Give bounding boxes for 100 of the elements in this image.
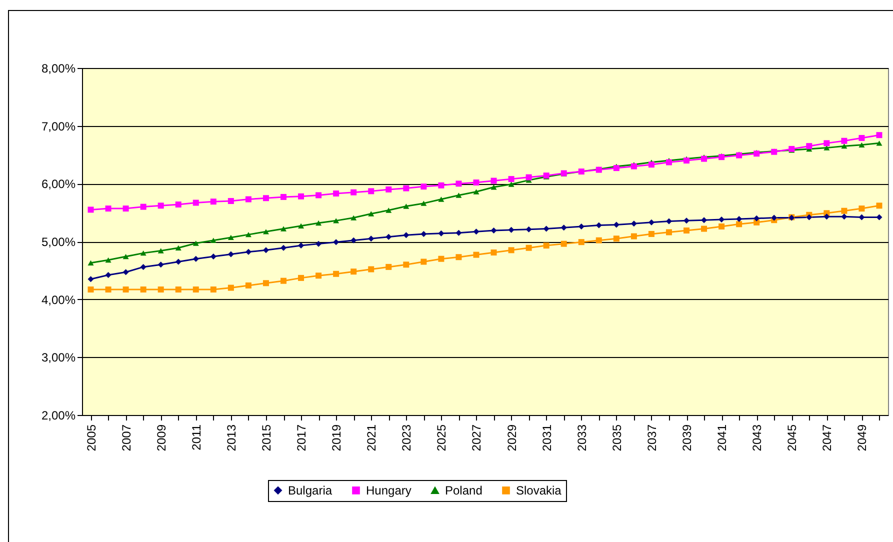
point <box>298 193 304 200</box>
point <box>648 162 654 168</box>
legend-label: Slovakia <box>516 483 562 498</box>
point <box>158 286 164 292</box>
x-tick-label: 2027 <box>470 424 484 452</box>
point <box>333 190 340 196</box>
point <box>228 234 234 240</box>
point <box>122 254 129 260</box>
point <box>490 184 497 190</box>
point <box>262 229 269 234</box>
point <box>736 221 742 228</box>
y-tick-label: 5,00% <box>41 235 76 249</box>
point <box>192 200 199 206</box>
point <box>386 186 392 192</box>
point <box>543 242 550 249</box>
point <box>228 198 234 204</box>
point <box>596 237 602 244</box>
point <box>438 196 444 202</box>
point <box>403 185 410 192</box>
point <box>420 200 427 206</box>
point <box>280 244 286 251</box>
point <box>175 245 182 250</box>
point <box>88 206 94 213</box>
point <box>648 219 654 226</box>
point <box>245 232 252 238</box>
point <box>806 143 812 150</box>
legend-label: Bulgaria <box>288 483 332 498</box>
point <box>841 138 848 144</box>
point <box>245 282 252 288</box>
x-tick-label: 2021 <box>364 424 379 452</box>
x-tick-label: 2009 <box>154 424 168 452</box>
point <box>228 284 234 291</box>
point <box>122 206 129 212</box>
x-tick-label: 2031 <box>540 424 554 452</box>
point <box>122 269 129 276</box>
point <box>88 260 94 266</box>
point <box>666 218 672 224</box>
point <box>666 229 672 236</box>
point <box>613 236 620 242</box>
point <box>368 188 374 194</box>
point <box>473 252 480 258</box>
y-tick-label: 3,00% <box>41 350 76 365</box>
point <box>333 239 340 246</box>
point <box>88 276 94 282</box>
point <box>876 132 882 138</box>
point <box>526 226 532 232</box>
point <box>771 214 778 221</box>
point <box>420 258 427 265</box>
point <box>508 247 514 254</box>
point <box>543 226 550 232</box>
point <box>280 278 286 284</box>
point <box>613 165 620 172</box>
point <box>175 201 182 208</box>
legend-label: Hungary <box>366 483 412 498</box>
point <box>262 195 269 202</box>
x-tick-label: 2049 <box>855 424 870 452</box>
point <box>596 222 602 228</box>
point <box>316 220 322 226</box>
x-tick-label: 2017 <box>294 424 309 452</box>
point <box>175 286 182 292</box>
point <box>368 266 374 272</box>
point <box>122 286 129 292</box>
point <box>560 240 567 247</box>
x-tick-label: 2011 <box>189 424 204 450</box>
point <box>630 220 637 227</box>
point <box>508 176 514 182</box>
point <box>578 239 584 246</box>
point <box>508 182 514 187</box>
y-tick-label: 7,00% <box>41 119 76 134</box>
point <box>192 256 199 262</box>
point <box>386 208 392 213</box>
point <box>298 274 304 281</box>
point <box>350 268 357 275</box>
point <box>105 286 112 292</box>
point <box>140 204 146 210</box>
point <box>858 142 865 148</box>
point <box>245 248 252 255</box>
point <box>368 211 374 216</box>
point <box>403 232 410 238</box>
point <box>105 257 112 263</box>
point <box>630 233 637 240</box>
point <box>420 184 427 190</box>
point <box>210 254 216 260</box>
point <box>456 254 462 260</box>
point <box>841 143 848 149</box>
point <box>245 196 252 202</box>
point <box>88 286 94 292</box>
point <box>158 202 164 209</box>
point <box>210 286 216 292</box>
point <box>824 214 830 220</box>
point <box>806 214 812 220</box>
point <box>754 219 760 226</box>
x-tick-label: 2047 <box>820 424 834 452</box>
point <box>473 189 480 194</box>
point <box>456 192 462 198</box>
y-tick-label: 4,00% <box>41 292 76 307</box>
point <box>298 223 304 228</box>
x-tick-label: 2037 <box>644 424 659 452</box>
point <box>858 206 865 212</box>
point <box>105 206 112 212</box>
